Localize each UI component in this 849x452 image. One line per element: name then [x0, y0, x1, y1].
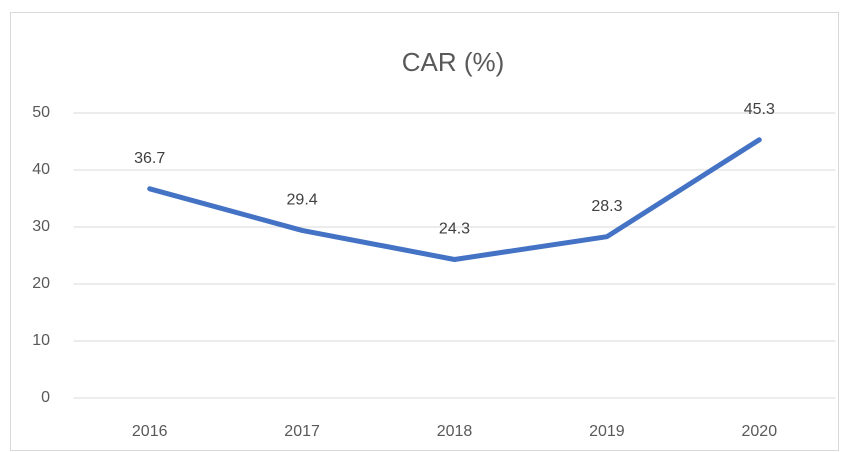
y-tick-label: 30	[32, 218, 50, 235]
y-tick-label: 50	[32, 104, 50, 121]
data-label: 45.3	[744, 101, 775, 118]
x-tick-label: 2019	[589, 423, 625, 440]
chart-title: CAR (%)	[402, 47, 505, 77]
x-tick-label: 2016	[132, 423, 168, 440]
data-label: 24.3	[439, 221, 470, 238]
x-tick-label: 2018	[437, 423, 473, 440]
line	[147, 137, 762, 262]
y-tick-label: 10	[32, 332, 50, 349]
y-tick-label: 40	[32, 161, 50, 178]
y-tick-label: 20	[32, 275, 50, 292]
y-tick-label: 0	[41, 389, 50, 406]
chart-border	[10, 12, 839, 451]
x-tick-label: 2020	[742, 423, 778, 440]
data-label: 36.7	[134, 150, 165, 167]
data-label: 28.3	[591, 198, 622, 215]
x-tick-label: 2017	[284, 423, 320, 440]
data-label: 29.4	[287, 192, 318, 209]
